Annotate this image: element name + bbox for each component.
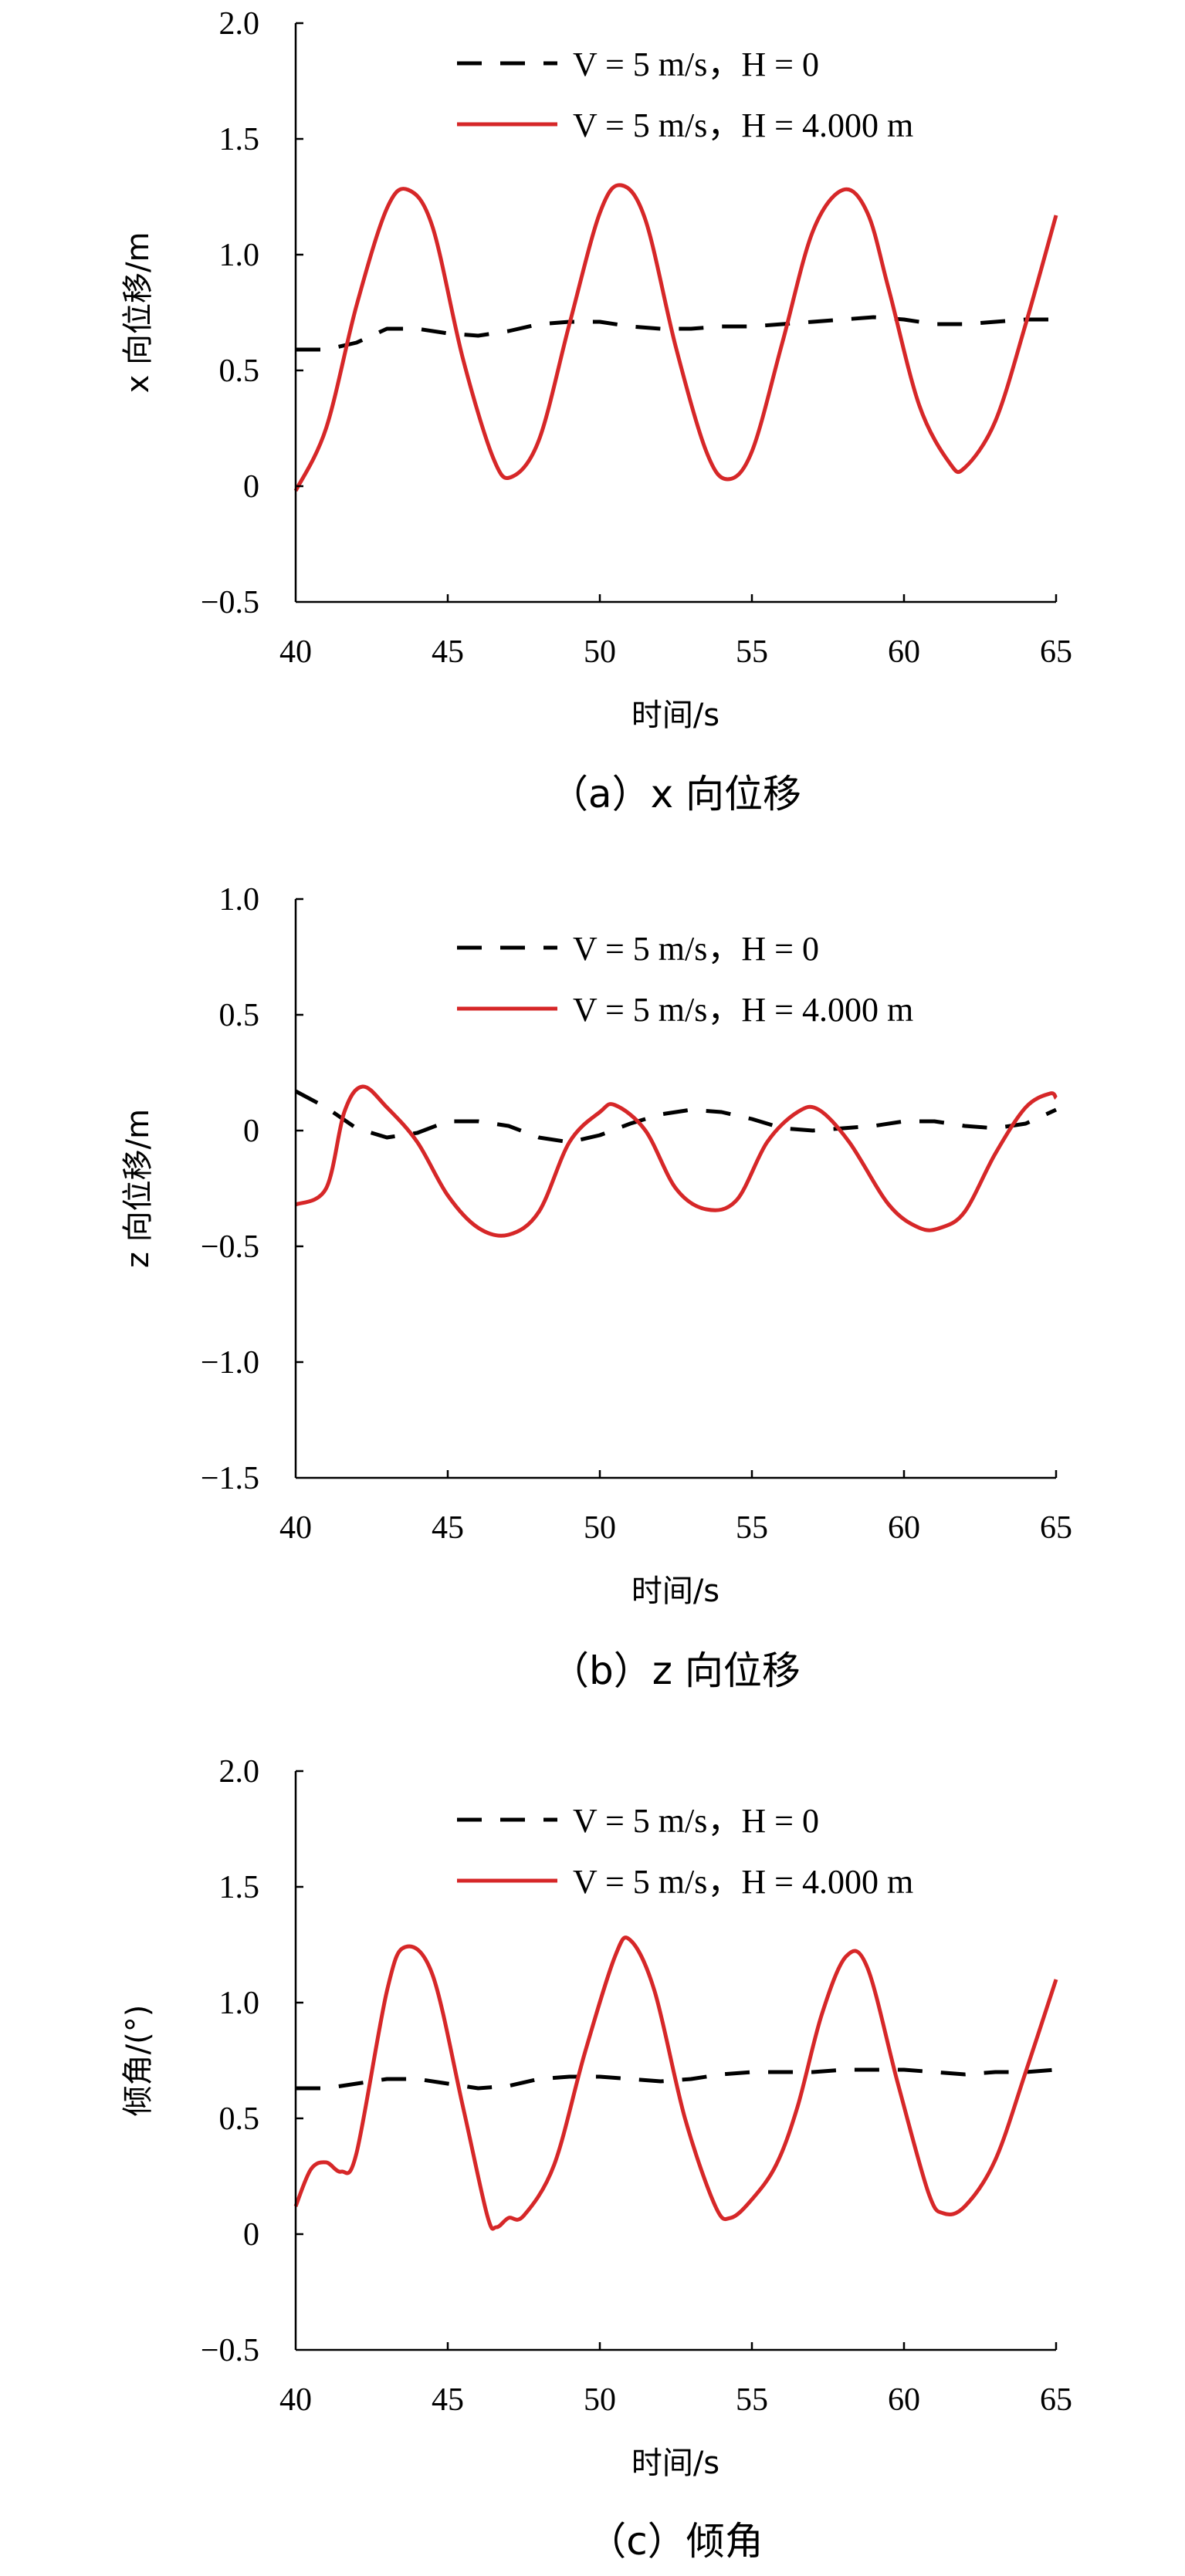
panel-c-series-solid-line <box>293 1935 1058 2231</box>
panel-c-ytick-label: 0.5 <box>219 2101 260 2137</box>
panel-a-xtick-label: 65 <box>1040 634 1072 670</box>
panel-c-x-ticks <box>446 2342 1058 2350</box>
panel-a-series-solid-line <box>293 183 1058 492</box>
panel-a-ytick-label: −0.5 <box>201 585 259 620</box>
panel-b-legend: V = 5 m/s，H = 0 V = 5 m/s，H = 4.000 m <box>457 930 913 1029</box>
panel-a-ytick-label: 2.0 <box>219 6 260 42</box>
panel-a: −0.5 0 0.5 1.0 1.5 2.0 40 45 50 55 60 65… <box>120 6 1072 816</box>
legend-label: V = 5 m/s，H = 0 <box>573 46 819 83</box>
panel-b-xtick-label: 45 <box>432 1510 464 1546</box>
panel-c-legend: V = 5 m/s，H = 0 V = 5 m/s，H = 4.000 m <box>457 1802 913 1901</box>
panel-a-xtick-label: 50 <box>584 634 616 670</box>
legend-label: V = 5 m/s，H = 0 <box>573 930 819 968</box>
panel-a-y-ticks <box>296 22 303 488</box>
panel-a-x-ticks <box>446 594 1058 602</box>
legend-label: V = 5 m/s，H = 4.000 m <box>573 106 913 144</box>
panel-c-xtick-label: 55 <box>736 2382 768 2418</box>
panel-b-xtick-label: 60 <box>888 1510 920 1546</box>
panel-b-xtick-label: 40 <box>279 1510 312 1546</box>
panel-a-y-axis-title: x 向位移/m <box>120 232 156 394</box>
panel-a-ytick-label: 1.5 <box>219 122 260 157</box>
panel-c-xtick-label: 65 <box>1040 2382 1072 2418</box>
panel-b-y-ticks <box>296 898 303 1364</box>
panel-b-series-group <box>294 1084 1058 1238</box>
panel-a-legend: V = 5 m/s，H = 0 V = 5 m/s，H = 4.000 m <box>457 46 913 144</box>
panel-b-y-axis-title: z 向位移/m <box>120 1109 156 1268</box>
panel-b: −1.5 −1.0 −0.5 0 0.5 1.0 40 45 50 55 60 … <box>120 882 1072 1693</box>
panel-a-caption: （a）x 向位移 <box>550 772 801 816</box>
panel-a-xtick-label: 45 <box>432 634 464 670</box>
panel-c-xtick-label: 45 <box>432 2382 464 2418</box>
panel-c-ytick-label: 2.0 <box>219 1754 260 1790</box>
panel-b-series-dashed-line <box>294 1089 1058 1144</box>
legend-label: V = 5 m/s，H = 4.000 m <box>573 991 913 1029</box>
panel-a-ytick-label: 1.0 <box>219 238 260 273</box>
panel-b-ytick-label: −1.0 <box>201 1345 259 1381</box>
panel-b-ytick-label: −1.5 <box>201 1461 259 1496</box>
panel-c-y-ticks <box>296 1770 303 2236</box>
panel-b-series-solid-line <box>294 1084 1058 1238</box>
panel-b-xtick-label: 50 <box>584 1510 616 1546</box>
panel-c-xtick-label: 40 <box>279 2382 312 2418</box>
panel-b-caption: （b）z 向位移 <box>550 1648 801 1693</box>
panel-b-x-axis-title: 时间/s <box>631 1574 719 1609</box>
panel-a-series-group <box>293 183 1058 492</box>
panel-b-ytick-label: 0.5 <box>219 998 260 1033</box>
panel-b-xtick-label: 65 <box>1040 1510 1072 1546</box>
panel-a-xtick-label: 40 <box>279 634 312 670</box>
panel-c-ytick-label: −0.5 <box>201 2333 259 2368</box>
panel-c: −0.5 0 0.5 1.0 1.5 2.0 40 45 50 55 60 65… <box>120 1754 1072 2564</box>
panel-c-xtick-label: 60 <box>888 2382 920 2418</box>
panel-c-ytick-label: 1.0 <box>219 1986 260 2021</box>
panel-c-ytick-label: 1.5 <box>219 1870 260 1905</box>
panel-b-x-ticks <box>446 1470 1058 1478</box>
panel-c-caption: （c）倾角 <box>587 2519 763 2564</box>
panel-a-series-dashed-line <box>296 315 1056 352</box>
panel-a-ytick-label: 0.5 <box>219 353 260 389</box>
panel-c-xtick-label: 50 <box>584 2382 616 2418</box>
panel-b-ytick-label: 1.0 <box>219 882 260 918</box>
panel-b-ytick-label: 0 <box>243 1114 259 1149</box>
panel-c-ytick-label: 0 <box>243 2217 259 2253</box>
panel-a-x-axis-title: 时间/s <box>631 698 719 733</box>
panel-c-y-axis-title: 倾角/(°) <box>120 2005 156 2117</box>
panel-b-ytick-label: −0.5 <box>201 1229 259 1265</box>
panel-c-series-group <box>293 1935 1058 2231</box>
panel-a-xtick-label: 60 <box>888 634 920 670</box>
legend-label: V = 5 m/s，H = 4.000 m <box>573 1863 913 1901</box>
panel-c-x-axis-title: 时间/s <box>631 2446 719 2481</box>
legend-label: V = 5 m/s，H = 0 <box>573 1802 819 1840</box>
panel-b-xtick-label: 55 <box>736 1510 768 1546</box>
panel-a-xtick-label: 55 <box>736 634 768 670</box>
panel-a-ytick-label: 0 <box>243 469 259 505</box>
